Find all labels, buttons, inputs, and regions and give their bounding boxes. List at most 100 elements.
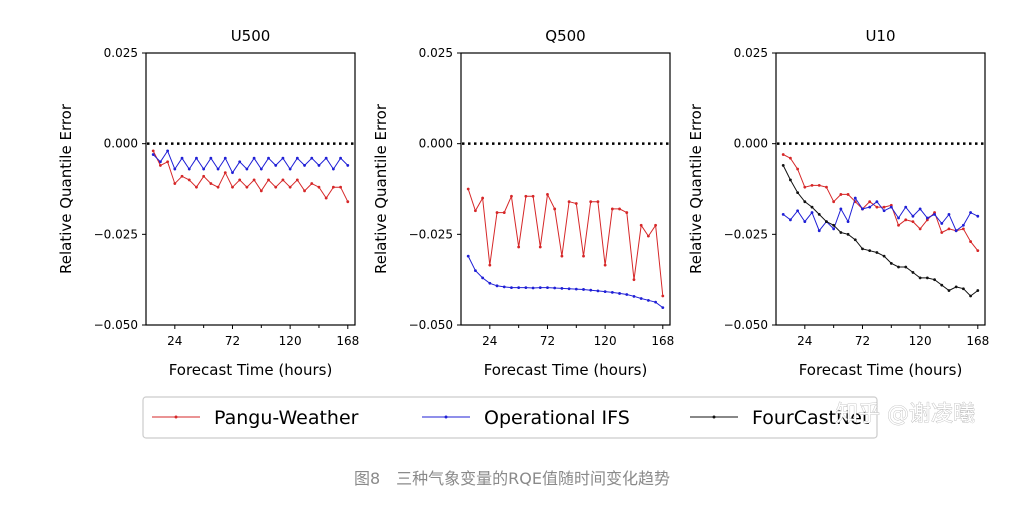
data-point: [252, 178, 256, 182]
x-tick-label: 24: [482, 334, 497, 348]
data-point: [474, 209, 477, 213]
data-point: [911, 220, 915, 224]
data-point: [339, 156, 342, 160]
y-tick-label: −0.025: [724, 227, 768, 241]
data-point: [310, 182, 314, 185]
legend-entry: Operational IFS: [422, 407, 630, 429]
data-point: [618, 207, 621, 211]
data-point: [882, 205, 886, 209]
data-point: [159, 164, 162, 167]
data-point: [303, 189, 306, 193]
chart-title: Q500: [545, 27, 585, 45]
data-point: [180, 174, 184, 178]
x-tick-label: 72: [855, 334, 870, 348]
data-point: [510, 286, 513, 290]
data-point: [259, 189, 263, 193]
data-point: [502, 211, 506, 214]
data-point: [524, 286, 528, 290]
data-point: [839, 193, 843, 196]
data-point: [209, 182, 213, 185]
y-tick-label: 0.025: [734, 46, 768, 60]
data-point: [166, 149, 170, 153]
data-point: [173, 182, 177, 185]
data-point: [481, 196, 485, 200]
data-point: [940, 231, 944, 234]
data-point: [789, 178, 792, 182]
data-point: [825, 220, 828, 224]
data-point: [324, 156, 328, 160]
data-point: [868, 205, 872, 209]
x-tick-label: 24: [797, 334, 812, 348]
data-point: [538, 245, 542, 249]
data-point: [560, 286, 564, 290]
data-point: [868, 200, 872, 204]
data-point: [875, 200, 879, 204]
series-line: [782, 165, 979, 297]
data-point: [510, 194, 513, 198]
data-point: [861, 247, 864, 251]
y-tick-label: −0.050: [724, 318, 768, 332]
data-point: [603, 290, 607, 294]
data-point: [846, 220, 850, 224]
data-point: [969, 211, 972, 214]
data-point: [267, 178, 270, 182]
data-point: [216, 167, 220, 171]
y-tick-label: 0.000: [734, 137, 768, 151]
data-point: [281, 156, 285, 160]
series-operational-ifs: [151, 149, 350, 175]
chart-panel-1: Q500 Relative Quantile Error Forecast Time…: [372, 27, 674, 379]
data-point: [796, 167, 800, 171]
data-point: [259, 167, 263, 171]
legend-swatch-marker: [174, 415, 178, 419]
series-pangu-weather: [466, 187, 665, 298]
y-axis-label: Relative Quantile Error: [372, 103, 390, 274]
legend-entry: Pangu-Weather: [152, 407, 359, 429]
data-point: [875, 205, 879, 209]
data-point: [223, 156, 227, 160]
data-point: [861, 207, 864, 211]
chart-title: U10: [865, 27, 895, 45]
y-tick-label: −0.050: [409, 318, 453, 332]
series-line: [782, 154, 979, 252]
data-point: [596, 200, 600, 204]
y-tick-label: 0.025: [104, 46, 138, 60]
data-point: [238, 178, 242, 182]
y-tick-label: −0.025: [94, 227, 138, 241]
x-axis-label: Forecast Time (hours): [799, 361, 963, 379]
data-point: [546, 193, 549, 196]
data-point: [976, 214, 980, 218]
axes-frame: [775, 52, 986, 326]
chart-panel-2: U10 Relative Quantile Error Forecast Time …: [687, 27, 989, 379]
data-point: [245, 185, 249, 189]
data-point: [976, 249, 980, 253]
data-point: [245, 167, 249, 171]
data-point: [159, 160, 162, 164]
data-point: [839, 207, 843, 211]
data-point: [274, 185, 278, 189]
data-point: [546, 286, 549, 290]
data-point: [918, 227, 922, 231]
data-point: [817, 183, 821, 187]
data-point: [889, 205, 893, 209]
legend-label: FourCastNet: [752, 407, 869, 429]
data-point: [303, 164, 306, 167]
data-point: [324, 196, 328, 200]
data-point: [796, 191, 800, 195]
data-point: [274, 164, 278, 167]
data-point: [517, 286, 521, 290]
data-point: [661, 294, 665, 298]
data-point: [911, 214, 915, 218]
axes-frame: [145, 52, 356, 326]
data-point: [488, 263, 492, 267]
data-point: [882, 254, 886, 258]
legend-swatch-marker: [444, 415, 448, 419]
data-point: [495, 211, 499, 214]
data-point: [495, 284, 499, 288]
data-point: [654, 223, 657, 227]
data-point: [796, 209, 800, 213]
legend-label: Operational IFS: [484, 407, 630, 429]
axes-frame: [460, 52, 671, 326]
data-point: [187, 167, 191, 171]
x-tick-label: 168: [651, 334, 674, 348]
